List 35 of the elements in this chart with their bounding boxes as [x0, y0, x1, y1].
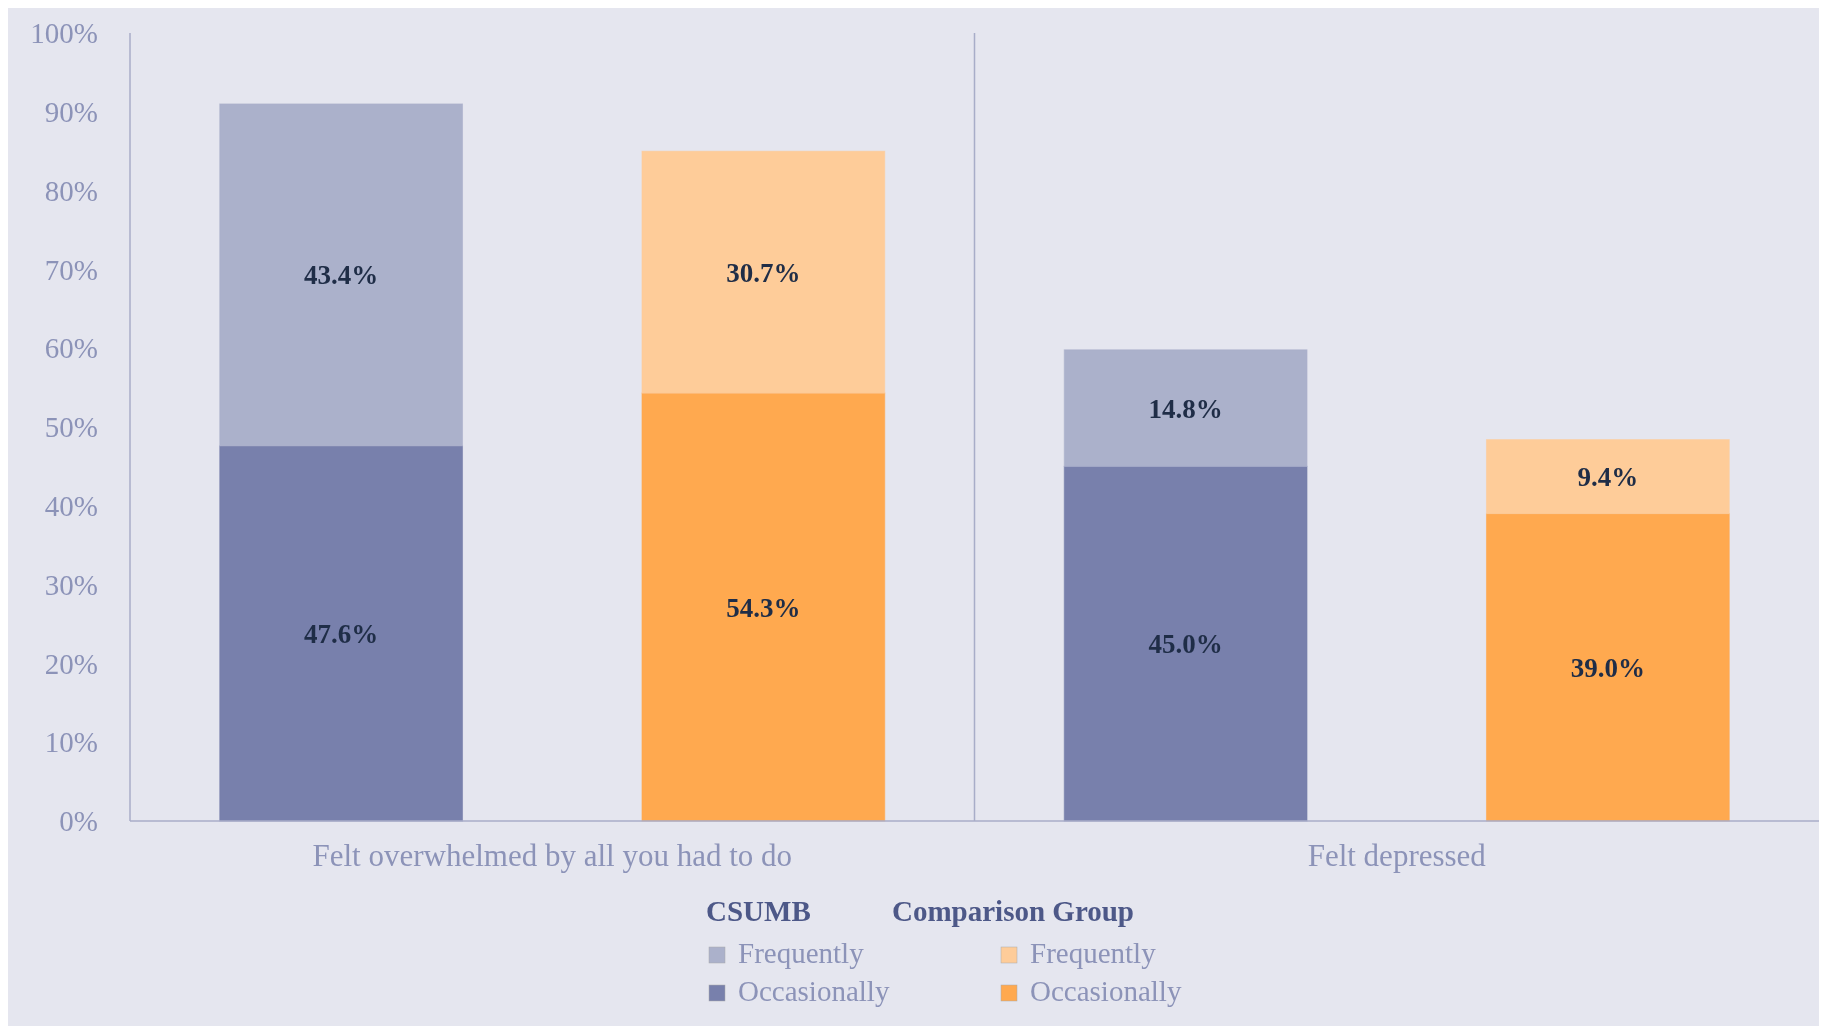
- text: 39.0%: [1570, 652, 1645, 683]
- y-tick-label: 80%: [44, 174, 98, 207]
- legend-label: Occasionally: [738, 975, 890, 1007]
- text: Frequently: [1030, 937, 1156, 969]
- legend-label: Frequently: [738, 937, 865, 969]
- text: Comparison Group: [892, 895, 1134, 927]
- y-tick-label: 50%: [44, 411, 98, 444]
- y-tick-label: 30%: [44, 568, 98, 601]
- bar: [641, 392, 886, 822]
- y-tick-label: 60%: [44, 332, 98, 365]
- y-tick-label: 90%: [44, 95, 98, 128]
- y-tick-label: 100%: [30, 17, 98, 50]
- text: 43.4%: [304, 260, 379, 291]
- bar: [219, 103, 464, 447]
- text: 9.4%: [1577, 462, 1639, 493]
- text: 14.8%: [1148, 393, 1223, 424]
- y-tick-label: 70%: [44, 253, 98, 286]
- text: CSUMB: [706, 895, 811, 927]
- bar: [641, 150, 886, 394]
- y-tick-label: 0%: [59, 805, 98, 838]
- bar: [1063, 349, 1308, 467]
- y-tick-label: 20%: [44, 647, 98, 680]
- y-tick-label: 10%: [44, 726, 98, 759]
- text: Felt overwhelmed by all you had to do: [312, 838, 793, 873]
- text: 47.6%: [304, 618, 379, 649]
- text: 30.7%: [726, 257, 801, 288]
- bar: [1485, 513, 1730, 822]
- bar: [219, 445, 464, 822]
- bar: [1063, 465, 1308, 822]
- text: Occasionally: [1030, 975, 1182, 1007]
- text: 45.0%: [1148, 629, 1223, 660]
- bar: [1485, 439, 1730, 515]
- text: 54.3%: [726, 592, 801, 623]
- y-tick-label: 40%: [44, 489, 98, 522]
- text: Felt depressed: [1307, 838, 1487, 873]
